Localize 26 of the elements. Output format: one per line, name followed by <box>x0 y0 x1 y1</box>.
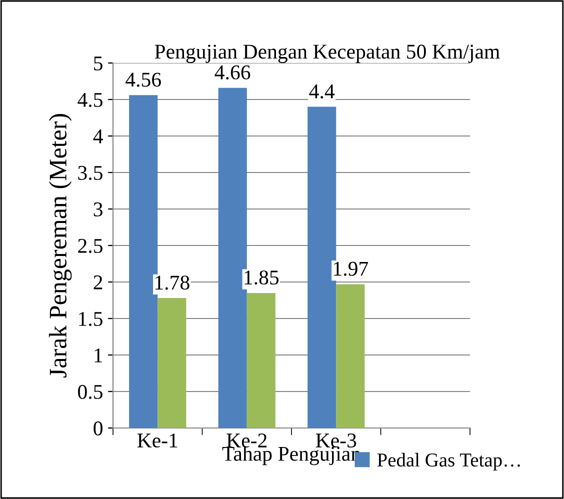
bar <box>158 298 186 428</box>
y-tick-label: 2.5 <box>78 238 102 254</box>
y-tick-label: 3 <box>94 202 102 216</box>
y-tick-label: 2 <box>94 275 102 290</box>
y-tick-label: 0 <box>94 421 102 436</box>
y-tick-label: 4 <box>93 130 103 144</box>
bar <box>246 292 276 428</box>
data-label: 1.97 <box>334 262 368 276</box>
chart-title: Pengujian Dengan Kecepatan 50 Km/jam <box>154 44 500 63</box>
legend-label: Pedal Gas Tetap… <box>377 452 520 471</box>
data-label: 1.78 <box>156 276 190 290</box>
x-tick-label: Ke-3 <box>316 434 356 448</box>
bar <box>336 284 365 428</box>
y-tick-label: 5 <box>94 56 102 70</box>
data-label: 1.85 <box>244 270 279 285</box>
x-tick-label: Ke-1 <box>137 434 178 448</box>
y-tick-label: 4.5 <box>78 93 102 108</box>
x-tick-label: Ke-2 <box>226 434 267 448</box>
y-tick-label: 0.5 <box>78 384 102 400</box>
data-label: 4.4 <box>309 84 335 98</box>
data-label: 4.56 <box>126 72 161 87</box>
y-axis-title: Jarak Pengereman (Meter) <box>48 114 72 378</box>
y-tick-label: 1.5 <box>79 312 102 326</box>
y-tick-label: 1 <box>94 348 102 362</box>
y-tick-label: 3.5 <box>78 166 102 180</box>
data-label: 4.66 <box>214 65 250 80</box>
